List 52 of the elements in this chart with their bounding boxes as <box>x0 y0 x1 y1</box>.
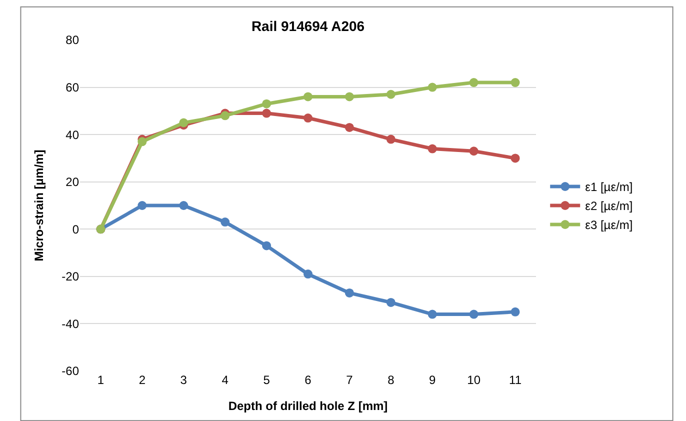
x-tick-label: 5 <box>263 373 270 387</box>
y-tick-label: 20 <box>66 175 80 190</box>
point <box>344 92 354 102</box>
point <box>510 78 520 88</box>
point <box>386 90 396 99</box>
point <box>386 134 396 144</box>
point <box>304 270 312 279</box>
point <box>344 288 354 298</box>
y-tick-label: -60 <box>62 364 80 378</box>
y-tick-label: 0 <box>72 222 80 236</box>
point <box>220 218 230 227</box>
point <box>138 201 147 210</box>
x-tick-label: 2 <box>138 373 146 387</box>
y-tick-label: -20 <box>62 270 80 284</box>
point <box>179 118 188 128</box>
point <box>220 111 230 120</box>
x-tick-label: 3 <box>180 373 188 387</box>
x-tick-label: 11 <box>509 373 522 387</box>
y-tick-label: 40 <box>66 128 80 142</box>
point <box>304 92 312 102</box>
x-tick-label: 7 <box>346 373 354 387</box>
point <box>428 82 437 92</box>
point <box>262 108 272 118</box>
y-tick-label: 60 <box>66 80 80 94</box>
point <box>304 114 312 123</box>
point <box>469 310 478 319</box>
point <box>510 307 520 316</box>
legend-label: ε2 [µε/m] <box>585 199 633 214</box>
x-tick-label: 10 <box>467 373 481 387</box>
point <box>469 146 478 156</box>
point <box>344 122 354 132</box>
y-tick-label: -40 <box>62 316 80 331</box>
point <box>428 310 437 319</box>
x-tick-label: 4 <box>222 373 229 387</box>
x-axis-title: Depth of drilled hole Z [mm] <box>228 398 388 413</box>
legend-label: ε3 [µε/m] <box>585 218 633 232</box>
y-axis-title: Micro-strain [µm/m] <box>32 150 46 262</box>
x-tick-label: 9 <box>429 373 436 387</box>
point <box>262 99 272 108</box>
x-tick-label: 1 <box>97 373 104 387</box>
legend-label: ε1 [µε/m] <box>585 180 633 194</box>
point <box>428 144 437 154</box>
x-tick-label: 6 <box>304 373 312 387</box>
point <box>510 154 520 163</box>
point <box>469 78 478 88</box>
point <box>262 241 272 250</box>
x-tick-label: 8 <box>388 373 395 387</box>
y-tick-label: 80 <box>66 33 80 48</box>
point <box>386 298 396 307</box>
point <box>179 201 188 210</box>
chart-title: Rail 914694 A206 <box>251 18 365 34</box>
point <box>138 137 147 146</box>
